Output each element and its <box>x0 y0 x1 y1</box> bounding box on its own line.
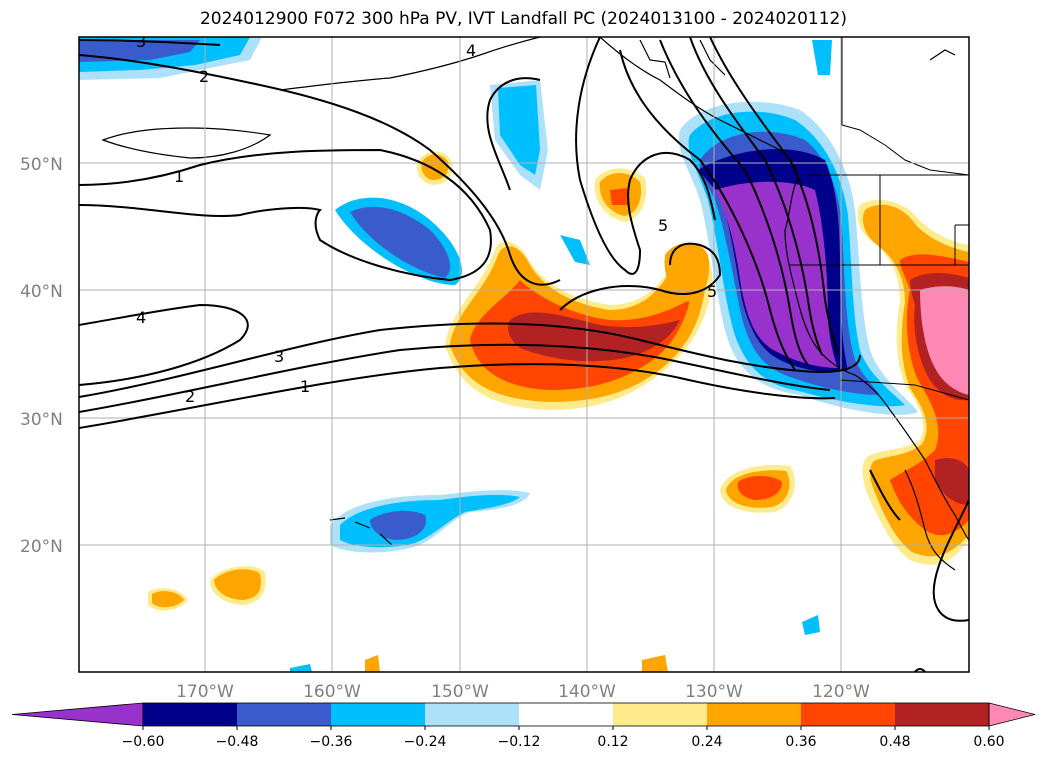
colorbar-frame <box>142 702 990 727</box>
colorbar-segment <box>519 703 614 726</box>
pv-contour-labels: 3 2 1 4 3 2 1 4 5 5 <box>136 32 717 406</box>
pv-contour-label: 1 <box>174 167 184 186</box>
ivt-pc-shading <box>79 37 969 672</box>
colorbar-tick-label: 0.48 <box>879 734 910 750</box>
colorbar-tick-label: 0.24 <box>691 734 722 750</box>
colorbar-segment <box>143 703 238 726</box>
colorbar-tick-label: −0.12 <box>498 734 541 750</box>
coastlines <box>101 37 969 571</box>
colorbar-tick-label: 0.60 <box>973 734 1004 750</box>
lon-label: 140°W <box>558 682 616 702</box>
colorbar-segment <box>801 703 896 726</box>
lat-label: 30°N <box>20 410 63 430</box>
gridlines <box>79 37 969 672</box>
colorbar-tick-label: −0.60 <box>122 734 165 750</box>
pv-contour-label: 1 <box>300 377 310 396</box>
pv-contour-label: 4 <box>466 41 476 60</box>
lon-label: 170°W <box>176 682 234 702</box>
lat-label: 40°N <box>20 282 63 302</box>
lon-label: 150°W <box>431 682 489 702</box>
pv-contour-label: 3 <box>274 347 284 366</box>
pv-contour-label: 5 <box>658 216 668 235</box>
pv-contour-label: 2 <box>199 67 209 86</box>
lon-label: 160°W <box>303 682 361 702</box>
colorbar-segment <box>895 703 990 726</box>
colorbar-tick-label: 0.12 <box>597 734 628 750</box>
map-title: 2024012900 F072 300 hPa PV, IVT Landfall… <box>199 9 847 29</box>
pv-contour-label: 2 <box>185 387 195 406</box>
map-frame <box>78 36 970 673</box>
latitude-labels: 50°N 40°N 30°N 20°N <box>20 155 63 557</box>
colorbar: −0.60 −0.48 −0.36 −0.24 −0.12 0.12 0.24 0.36 0.4… <box>11 702 1036 750</box>
pv-contours <box>79 37 969 672</box>
pv-contour-label: 3 <box>136 32 146 51</box>
lat-label: 20°N <box>20 537 63 557</box>
colorbar-tick-label: −0.48 <box>216 734 259 750</box>
pv-contour-label: 5 <box>707 282 717 301</box>
colorbar-tick-label: −0.24 <box>404 734 447 750</box>
colorbar-segment <box>425 703 520 726</box>
colorbar-segment <box>331 703 426 726</box>
borders <box>790 37 969 401</box>
colorbar-tick-label: 0.36 <box>785 734 816 750</box>
colorbar-extend-low <box>11 702 144 727</box>
longitude-labels: 170°W 160°W 150°W 140°W 130°W 120°W <box>176 682 870 702</box>
colorbar-segment <box>707 703 802 726</box>
pv-contour-label: 4 <box>136 308 146 327</box>
colorbar-segment <box>613 703 708 726</box>
lon-label: 130°W <box>685 682 743 702</box>
lon-label: 120°W <box>812 682 870 702</box>
colorbar-tick-label: −0.36 <box>310 734 353 750</box>
lat-label: 50°N <box>20 155 63 175</box>
colorbar-extend-high <box>988 702 1036 727</box>
colorbar-segment <box>237 703 332 726</box>
map-panel: 3 2 1 4 3 2 1 4 5 5 <box>79 32 969 672</box>
